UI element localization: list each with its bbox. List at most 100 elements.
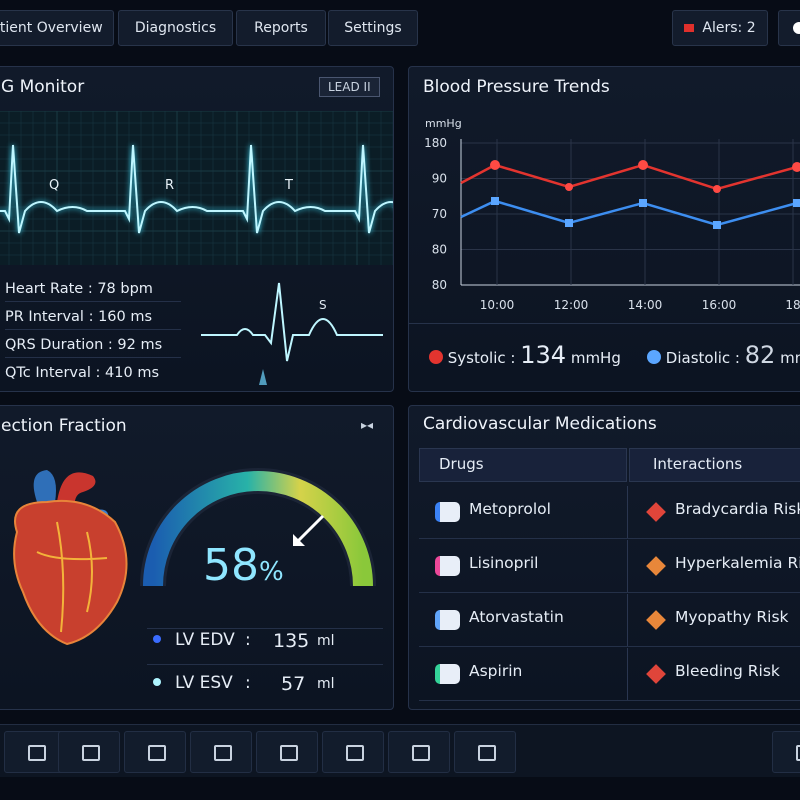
ef-gauge xyxy=(140,468,376,587)
gauge-fill xyxy=(143,471,373,587)
lead-badge[interactable]: LEAD II xyxy=(319,77,380,97)
drug-icon xyxy=(435,664,460,684)
point xyxy=(713,185,721,193)
interaction-name: Bradycardia Risk xyxy=(675,500,800,518)
point xyxy=(792,162,800,172)
y-tick-label: 70 xyxy=(432,207,447,221)
readout-value: 134 xyxy=(520,341,567,369)
table-row xyxy=(419,540,800,593)
diastolic-readout: Diastolic : 82 mm xyxy=(647,341,800,369)
metric-dot xyxy=(153,678,161,686)
metric-label: LV ESV xyxy=(175,673,233,693)
toolbar-button[interactable] xyxy=(58,731,120,773)
diastolic-line xyxy=(460,199,798,227)
vessel xyxy=(33,470,56,502)
ecg-bg xyxy=(0,111,393,265)
meds-panel: Cardiovascular Medications Drugs Interac… xyxy=(408,405,800,710)
toolbar-button[interactable] xyxy=(454,731,516,773)
metric-value: 57 xyxy=(281,673,306,695)
legend-dot xyxy=(429,350,443,364)
divider xyxy=(147,628,383,629)
stat-row: PR Interval : 160 ms xyxy=(5,309,181,330)
toolbar-button[interactable] xyxy=(124,731,186,773)
ecg-wave xyxy=(0,144,393,234)
column-header: Drugs xyxy=(439,455,484,473)
y-tick-label: 180 xyxy=(424,136,447,150)
toolbar-icon xyxy=(280,745,298,761)
stat-label: PR Interval xyxy=(5,309,84,325)
x-tick-label: 16:00 xyxy=(702,298,737,312)
toolbar-icon xyxy=(28,745,46,761)
toolbar-icon xyxy=(412,745,430,761)
gauge-needle xyxy=(295,514,325,544)
legend-dot xyxy=(647,350,661,364)
panel-title: Blood Pressure Trends xyxy=(423,77,610,97)
drug-icon xyxy=(435,556,460,576)
ecg-panel: G Monitor LEAD II Q R T Heart Rate : 78 … xyxy=(0,66,394,392)
table-row xyxy=(419,648,800,701)
metric-colon: : xyxy=(245,673,251,693)
interaction-name: Hyperkalemia Risk xyxy=(675,554,800,572)
alerts-button[interactable]: Alers: 2 xyxy=(672,10,768,46)
x-tick-label: 12:00 xyxy=(554,298,589,312)
panel-title: G Monitor xyxy=(1,77,85,97)
interaction-name: Myopathy Risk xyxy=(675,608,789,626)
x-tick-label: 18 xyxy=(785,298,800,312)
point xyxy=(793,199,800,207)
tab[interactable]: Settings xyxy=(328,10,418,46)
toolbar-button[interactable] xyxy=(190,731,252,773)
profile-button[interactable] xyxy=(778,10,800,46)
tab[interactable]: atient Overview xyxy=(0,10,114,46)
drug-name: Lisinopril xyxy=(469,554,539,572)
readout-label: Systolic xyxy=(447,349,506,367)
heart xyxy=(13,499,128,646)
readout-value: 82 xyxy=(744,341,776,369)
stat-row: QRS Duration : 92 ms xyxy=(5,337,181,358)
point xyxy=(491,197,499,205)
stat-label: Heart Rate xyxy=(5,281,84,297)
toolbar-button[interactable] xyxy=(256,731,318,773)
bp-panel: Blood Pressure Trends mmHg 180 90 70 80 80 10… xyxy=(408,66,800,392)
marker xyxy=(259,369,267,385)
coronary xyxy=(36,521,108,633)
point xyxy=(638,160,648,170)
drug-name: Metoprolol xyxy=(469,500,551,518)
tab[interactable]: Diagnostics xyxy=(118,10,233,46)
mini-wave xyxy=(201,282,383,362)
wave-label: T xyxy=(284,178,293,193)
metric-colon: : xyxy=(245,630,251,650)
collapse-icon[interactable]: ▸◂ xyxy=(361,418,374,432)
drug-name: Aspirin xyxy=(469,662,523,680)
wave-label: Q xyxy=(49,178,59,193)
axis-unit: mmHg xyxy=(425,117,462,130)
ef-panel: ection Fraction ▸◂ 58% LV EDV : 135 ml L… xyxy=(0,405,394,710)
stat-label: QRS Duration xyxy=(5,337,104,353)
alert-icon xyxy=(684,24,695,32)
toolbar-button[interactable] xyxy=(322,731,384,773)
ecg-strip: Q R T xyxy=(0,111,393,265)
stat-row: Heart Rate : 78 bpm xyxy=(5,281,181,302)
column-divider xyxy=(627,540,628,592)
point xyxy=(565,183,573,191)
drug-name: Atorvastatin xyxy=(469,608,564,626)
gauge-needle-tip xyxy=(293,534,305,546)
bp-chart: mmHg 180 90 70 80 80 10:00 12:00 14:00 16:00 18 xyxy=(424,117,800,312)
metric-row: LV EDV : 135 ml xyxy=(153,630,335,652)
stat-row: QTc Interval : 410 ms xyxy=(5,365,159,381)
stat-label: QTc Interval xyxy=(5,365,91,381)
table-row xyxy=(419,486,800,539)
stat-value: 92 ms xyxy=(117,337,163,353)
ef-number: 58 xyxy=(203,540,259,591)
point xyxy=(490,160,500,170)
y-tick-label: 80 xyxy=(432,278,447,292)
tab[interactable]: Reports xyxy=(236,10,326,46)
metric-unit: ml xyxy=(317,633,335,649)
toolbar xyxy=(0,724,800,777)
toolbar-button[interactable] xyxy=(772,731,800,773)
panel-title: ection Fraction xyxy=(1,416,127,436)
toolbar-button[interactable] xyxy=(388,731,450,773)
table-row xyxy=(419,594,800,647)
toolbar-icon xyxy=(796,745,800,761)
toolbar-button[interactable] xyxy=(4,731,66,773)
